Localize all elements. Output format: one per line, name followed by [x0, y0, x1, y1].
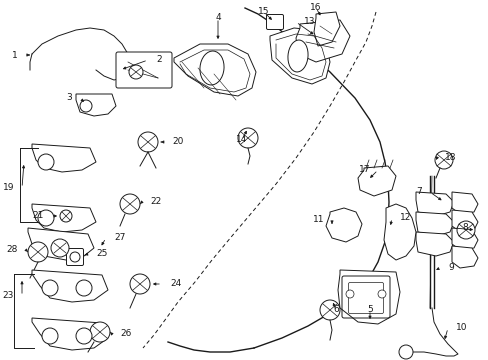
Text: 17: 17 — [358, 166, 369, 175]
Polygon shape — [451, 228, 477, 250]
Text: 24: 24 — [170, 279, 181, 288]
Circle shape — [60, 210, 72, 222]
Text: 16: 16 — [309, 4, 321, 13]
Polygon shape — [32, 318, 108, 350]
Circle shape — [319, 300, 339, 320]
Text: 8: 8 — [461, 224, 467, 233]
Circle shape — [80, 100, 92, 112]
Text: 19: 19 — [2, 184, 14, 193]
Polygon shape — [295, 20, 349, 62]
Text: 13: 13 — [304, 18, 315, 27]
Text: 14: 14 — [236, 135, 247, 144]
Text: 4: 4 — [215, 13, 221, 22]
Circle shape — [38, 154, 54, 170]
Text: 22: 22 — [150, 198, 161, 207]
Text: 21: 21 — [33, 211, 44, 220]
Text: 1: 1 — [12, 50, 18, 59]
Polygon shape — [415, 212, 453, 236]
FancyBboxPatch shape — [266, 14, 283, 30]
Text: 10: 10 — [455, 324, 467, 333]
Circle shape — [76, 280, 92, 296]
Circle shape — [434, 151, 452, 169]
FancyBboxPatch shape — [66, 248, 83, 266]
Ellipse shape — [287, 40, 307, 72]
Circle shape — [90, 322, 110, 342]
Circle shape — [51, 239, 69, 257]
Polygon shape — [451, 210, 477, 232]
Polygon shape — [357, 166, 395, 196]
Polygon shape — [451, 192, 477, 214]
Text: 12: 12 — [399, 213, 410, 222]
Polygon shape — [383, 204, 415, 260]
Polygon shape — [269, 28, 329, 84]
Polygon shape — [174, 44, 256, 96]
Text: 27: 27 — [114, 234, 125, 243]
Polygon shape — [337, 270, 399, 324]
Text: 6: 6 — [332, 306, 338, 315]
Circle shape — [38, 210, 54, 226]
FancyBboxPatch shape — [116, 52, 172, 88]
Text: 20: 20 — [172, 138, 183, 147]
Text: 15: 15 — [258, 8, 269, 17]
Text: 3: 3 — [66, 94, 72, 103]
Circle shape — [70, 252, 80, 262]
Text: 23: 23 — [2, 292, 14, 301]
Circle shape — [238, 128, 258, 148]
Text: 2: 2 — [156, 55, 162, 64]
Text: 7: 7 — [415, 188, 421, 197]
Text: 28: 28 — [7, 246, 18, 255]
Polygon shape — [325, 208, 361, 242]
Polygon shape — [313, 12, 339, 46]
Circle shape — [76, 328, 92, 344]
Circle shape — [377, 290, 385, 298]
Circle shape — [42, 328, 58, 344]
Text: 18: 18 — [444, 153, 456, 162]
Polygon shape — [415, 192, 453, 216]
Circle shape — [28, 242, 48, 262]
Text: 26: 26 — [120, 329, 131, 338]
Circle shape — [346, 290, 353, 298]
Circle shape — [456, 221, 474, 239]
Circle shape — [42, 280, 58, 296]
Polygon shape — [32, 204, 96, 232]
Circle shape — [138, 132, 158, 152]
Text: 11: 11 — [312, 216, 324, 225]
Circle shape — [130, 274, 150, 294]
Polygon shape — [451, 246, 477, 268]
Polygon shape — [415, 232, 453, 256]
Circle shape — [398, 345, 412, 359]
Text: 9: 9 — [447, 264, 453, 273]
Polygon shape — [28, 228, 94, 260]
Circle shape — [120, 194, 140, 214]
Polygon shape — [32, 270, 108, 302]
Circle shape — [129, 65, 142, 79]
Ellipse shape — [200, 51, 224, 85]
Text: 25: 25 — [96, 249, 107, 258]
Text: 5: 5 — [366, 306, 372, 315]
Polygon shape — [76, 94, 116, 116]
Polygon shape — [32, 144, 96, 172]
